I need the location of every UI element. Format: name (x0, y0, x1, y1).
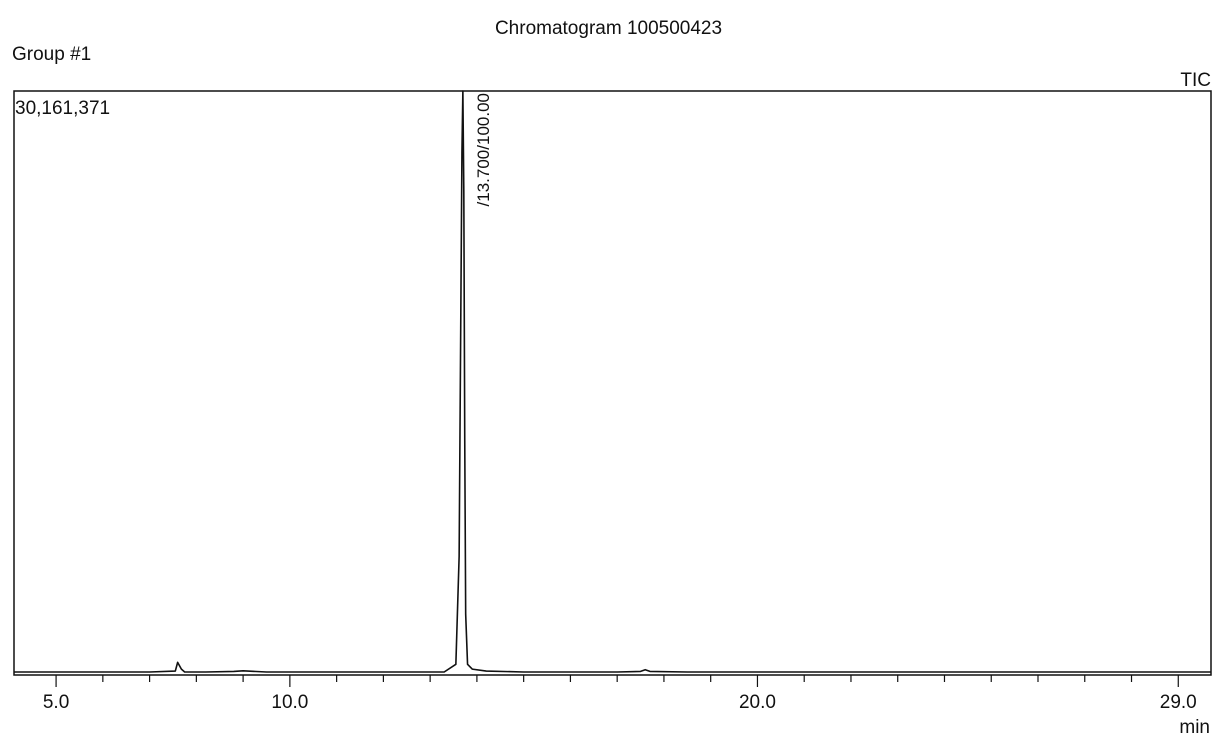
x-tick-label: 10.0 (271, 692, 308, 713)
tic-trace (14, 90, 1211, 673)
peak-annotation: /13.700/100.00 (474, 93, 493, 206)
x-axis-label: min (1179, 717, 1210, 738)
x-tick-label: 5.0 (43, 692, 69, 713)
group-label: Group #1 (12, 44, 92, 65)
plot-frame (13, 90, 1212, 676)
chart-title: Chromatogram 100500423 (494, 18, 723, 39)
x-tick-label: 20.0 (739, 692, 776, 713)
x-tick-label: 29.0 (1160, 692, 1197, 713)
y-max-label: 30,161,371 (15, 98, 111, 119)
trace-label: TIC (1180, 70, 1211, 91)
